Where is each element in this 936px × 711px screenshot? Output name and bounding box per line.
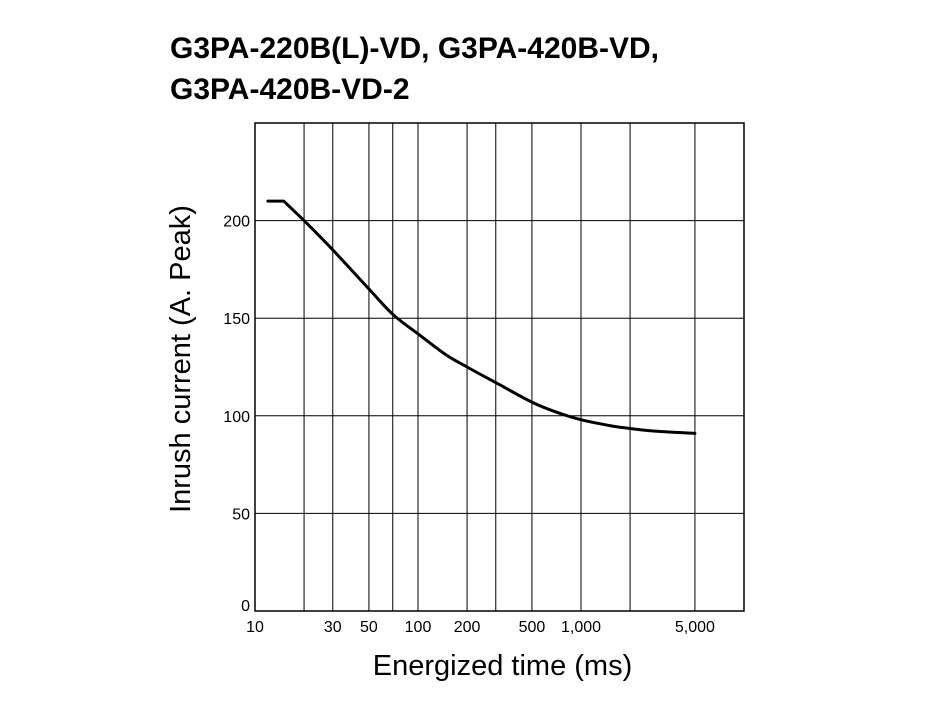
y-tick-label: 50 — [232, 506, 250, 523]
x-tick-label: 500 — [519, 619, 546, 636]
y-tick-label: 200 — [223, 214, 250, 231]
y-axis-title: Inrush current (A. Peak) — [165, 205, 197, 513]
x-tick-label: 50 — [360, 619, 378, 636]
x-tick-label: 5,000 — [675, 619, 715, 636]
x-tick-label: 10 — [246, 619, 264, 636]
x-tick-label: 30 — [324, 619, 342, 636]
x-tick-label: 1,000 — [561, 619, 601, 636]
plot-frame — [254, 122, 745, 612]
x-tick-label: 100 — [405, 619, 432, 636]
y-tick-labels: 0 50 100 150 200 — [223, 214, 250, 615]
chart-title: G3PA-220B(L)-VD, G3PA-420B-VD, G3PA-420B… — [170, 28, 910, 110]
chart-title-line-2: G3PA-420B-VD-2 — [170, 73, 410, 106]
y-tick-label: 100 — [223, 409, 250, 426]
x-axis-title: Energized time (ms) — [373, 650, 632, 682]
y-tick-label: 150 — [223, 311, 250, 328]
y-tick-label: 0 — [241, 598, 250, 615]
grid-lines — [255, 123, 744, 611]
series-line — [266, 199, 697, 435]
x-tick-label: 200 — [454, 619, 481, 636]
x-tick-labels: 10 30 50 100 200 500 1,000 5,000 — [246, 619, 715, 636]
chart-title-line-1: G3PA-220B(L)-VD, G3PA-420B-VD, — [170, 32, 659, 65]
